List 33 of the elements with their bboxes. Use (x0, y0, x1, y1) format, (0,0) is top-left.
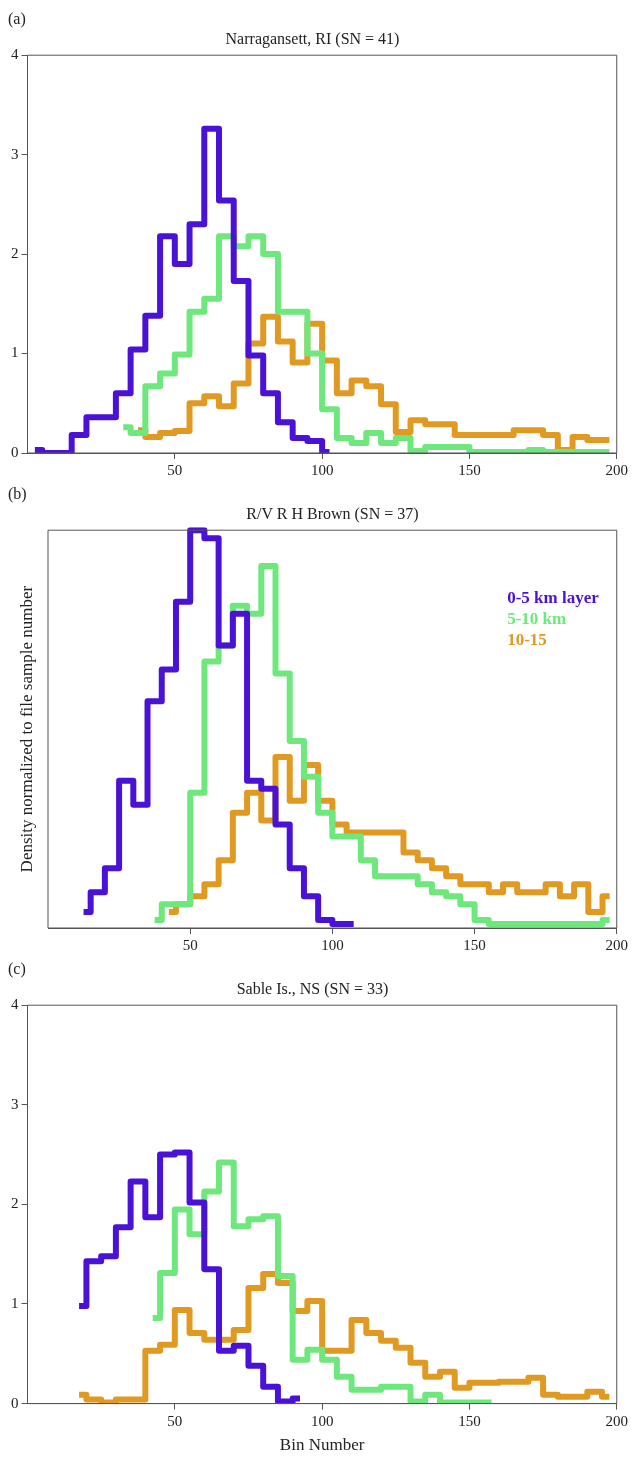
text: (c) (8, 960, 26, 978)
y-axis-title: Density normalized to file sample number (17, 585, 37, 873)
y-tick-label: 1 (11, 1294, 19, 1311)
y-tick-label: 1 (11, 344, 19, 361)
text: 0-5 km layer (507, 588, 600, 608)
y-tick-label: 0 (11, 1394, 19, 1411)
x-tick-label: 150 (458, 1412, 481, 1429)
x-tick-label: 100 (310, 1412, 334, 1429)
x-tick-label: 50 (182, 936, 198, 953)
x-tick-label: 100 (321, 936, 344, 953)
x-tick-label: 200 (605, 461, 628, 478)
text: 5-10 km (507, 609, 567, 629)
y-tick-label: 4 (11, 996, 19, 1013)
x-tick-label: 200 (605, 1412, 628, 1429)
chart-title: Sable Is., NS (SN = 33) (236, 979, 389, 998)
x-tick-label: 200 (605, 936, 628, 953)
y-tick-label: 3 (11, 145, 19, 162)
text: (a) (8, 10, 26, 28)
y-tick-label: 2 (11, 1195, 19, 1212)
x-tick-label: 50 (167, 1412, 183, 1429)
chart-title: Narragansett, RI (SN = 41) (225, 29, 400, 48)
chart-title: R/V R H Brown (SN = 37) (246, 504, 419, 523)
x-tick-label: 100 (310, 461, 334, 478)
text: 10-15 (507, 630, 547, 650)
y-tick-label: 4 (11, 46, 19, 63)
text: (b) (8, 485, 27, 503)
y-tick-label: 3 (11, 1095, 19, 1112)
y-tick-label: 0 (11, 443, 19, 460)
x-tick-label: 150 (463, 936, 486, 953)
x-tick-label: 150 (458, 461, 481, 478)
x-axis-title: Bin Number (279, 1435, 365, 1455)
x-tick-label: 50 (167, 461, 183, 478)
y-tick-label: 2 (11, 245, 19, 262)
